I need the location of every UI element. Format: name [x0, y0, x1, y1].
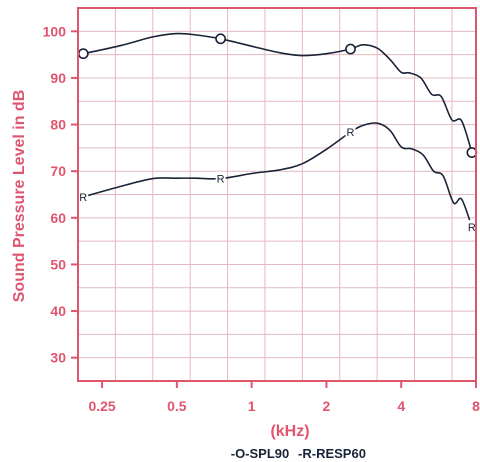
- x-axis-title: (kHz): [270, 423, 309, 440]
- y-tick-label: 50: [50, 256, 66, 272]
- y-tick-label: 40: [50, 303, 66, 319]
- marker-bg-resp60: [215, 171, 226, 185]
- marker-bg-resp60: [345, 125, 356, 139]
- marker-spl90: [215, 33, 227, 45]
- marker-bg-resp60: [466, 220, 477, 234]
- marker-resp60: R: [79, 192, 87, 204]
- y-axis-title: Sound Pressure Level in dB: [11, 90, 28, 303]
- marker-spl90: [77, 48, 89, 60]
- x-tick-label: 4: [397, 398, 405, 414]
- marker-spl90: [345, 43, 356, 55]
- x-tick-label: 8: [472, 398, 480, 414]
- y-tick-label: 80: [50, 117, 66, 133]
- y-tick-label: 100: [43, 23, 67, 39]
- series-group: R R R R: [77, 32, 478, 234]
- y-tick-label: 70: [50, 163, 66, 179]
- y-tick-label: 60: [50, 210, 66, 226]
- x-tick-label: 0.5: [167, 398, 187, 414]
- axes: 0.25 0.5 1 2 4 8 30 40 50 60 70 80 90 100: [43, 7, 480, 414]
- marker-resp60: R: [468, 222, 476, 234]
- series-line-spl90: [83, 32, 473, 153]
- grid: [78, 8, 476, 381]
- legend-item-resp60: -R-RESP60: [298, 446, 366, 461]
- marker-resp60: R: [217, 174, 225, 186]
- series-line-resp60: [83, 122, 473, 228]
- x-tick-label: 1: [248, 398, 256, 414]
- marker-resp60: R: [347, 127, 355, 139]
- x-tick-label: 2: [323, 398, 331, 414]
- plot-frame: [77, 7, 477, 382]
- legend-item-spl90: -O-SPL90: [231, 446, 290, 461]
- marker-bg-resp60: [78, 189, 89, 203]
- legend: -O-SPL90 -R-RESP60: [231, 446, 366, 461]
- x-tick-label: 0.25: [88, 398, 115, 414]
- y-tick-label: 30: [50, 350, 66, 366]
- y-tick-label: 90: [50, 70, 66, 86]
